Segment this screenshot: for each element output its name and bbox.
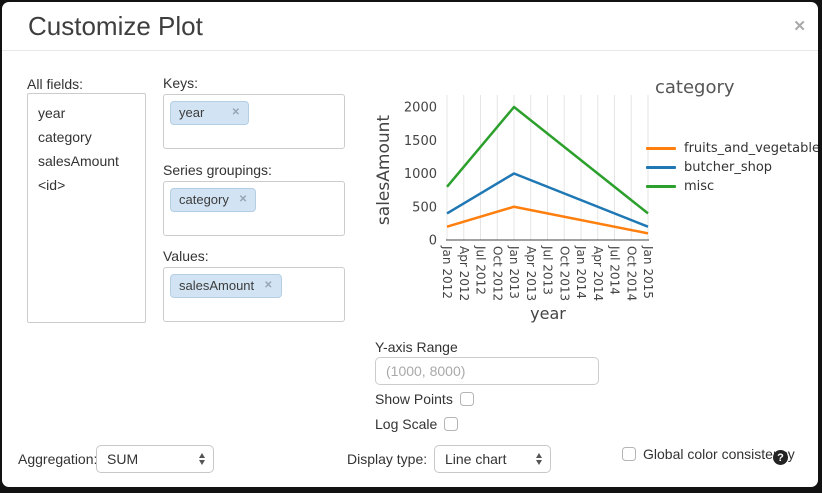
log-scale-checkbox[interactable] [444, 417, 459, 431]
svg-text:Jan 2015: Jan 2015 [641, 245, 655, 299]
legend-title: category [655, 77, 735, 98]
global-color-row: Global color consistency [622, 446, 795, 462]
aggregation-label: Aggregation: [18, 451, 98, 467]
field-pill[interactable]: category ✕ [170, 188, 257, 212]
svg-text:Oct 2012: Oct 2012 [490, 246, 504, 301]
remove-tag-icon[interactable]: ✕ [231, 107, 240, 118]
svg-text:Oct 2014: Oct 2014 [624, 246, 638, 301]
svg-text:1000: 1000 [404, 167, 437, 182]
display-type-value: Line chart [445, 451, 507, 467]
global-color-checkbox[interactable] [622, 447, 636, 461]
legend-label: butcher_shop [684, 160, 773, 175]
customize-plot-dialog: Customize Plot ✕ All fields: year categor… [2, 2, 818, 487]
svg-text:Apr 2014: Apr 2014 [591, 246, 605, 301]
field-list-item[interactable]: category [38, 129, 92, 145]
svg-text:salesAmount: salesAmount [374, 115, 394, 225]
remove-tag-icon[interactable]: ✕ [238, 194, 248, 205]
y-axis-range-input[interactable] [375, 357, 599, 385]
all-fields-label: All fields: [27, 76, 84, 92]
svg-text:Jan 2014: Jan 2014 [574, 245, 588, 299]
help-icon[interactable]: ? [773, 450, 788, 465]
field-pill-label: year [179, 105, 205, 120]
svg-text:Jul 2012: Jul 2012 [474, 245, 488, 295]
svg-text:year: year [530, 304, 566, 323]
show-points-row: Show Points [375, 391, 474, 407]
field-list-item[interactable]: salesAmount [38, 153, 119, 169]
series-groupings-dropbox[interactable]: category ✕ [163, 181, 345, 236]
svg-text:500: 500 [412, 200, 437, 215]
legend-entry[interactable]: fruits_and_vegetables [646, 139, 818, 158]
line-chart: 0 500 1000 1500 2000 Jan 2012 Apr 2012 Jul 2012… [374, 95, 655, 323]
y-axis-range-label: Y-axis Range [375, 339, 458, 355]
svg-text:2000: 2000 [404, 101, 437, 116]
series-groupings-label: Series groupings: [163, 162, 272, 178]
aggregation-value: SUM [107, 451, 139, 467]
display-type-label: Display type: [347, 451, 428, 467]
dialog-header: Customize Plot ✕ [2, 2, 818, 51]
keys-dropbox[interactable]: year ✕ [163, 94, 345, 149]
values-dropbox[interactable]: salesAmount ✕ [163, 267, 345, 322]
legend-entry[interactable]: misc [646, 177, 818, 196]
all-fields-list[interactable]: year category salesAmount <id> [27, 93, 146, 323]
svg-text:Oct 2013: Oct 2013 [557, 246, 571, 301]
log-scale-label: Log Scale [375, 416, 438, 432]
svg-text:0: 0 [429, 234, 437, 249]
stepper-icon [536, 453, 542, 465]
field-list-item[interactable]: year [38, 105, 66, 121]
global-color-label: Global color consistency [643, 446, 795, 462]
aggregation-select[interactable]: SUM [96, 445, 214, 473]
legend-swatch-icon [646, 166, 676, 169]
legend-swatch-icon [646, 185, 676, 188]
svg-text:Jul 2013: Jul 2013 [541, 245, 555, 295]
dialog-title: Customize Plot [28, 11, 203, 41]
svg-text:1500: 1500 [404, 134, 437, 149]
svg-text:Jan 2013: Jan 2013 [507, 245, 521, 299]
remove-tag-icon[interactable]: ✕ [264, 280, 273, 291]
legend-entry[interactable]: butcher_shop [646, 158, 818, 177]
legend-label: misc [684, 179, 715, 194]
svg-text:Apr 2013: Apr 2013 [524, 246, 538, 301]
field-pill[interactable]: salesAmount ✕ [170, 274, 282, 298]
legend-label: fruits_and_vegetables [684, 141, 818, 156]
legend-swatch-icon [646, 147, 676, 150]
values-label: Values: [163, 248, 209, 264]
svg-text:Apr 2012: Apr 2012 [457, 246, 471, 301]
close-icon[interactable]: ✕ [793, 18, 806, 35]
field-pill[interactable]: year ✕ [170, 101, 249, 125]
display-type-select[interactable]: Line chart [434, 445, 551, 473]
log-scale-row: Log Scale [375, 416, 459, 432]
show-points-checkbox[interactable] [459, 392, 474, 406]
svg-text:Jan 2012: Jan 2012 [440, 245, 454, 299]
field-pill-label: category [179, 192, 229, 207]
show-points-label: Show Points [375, 391, 453, 407]
field-pill-label: salesAmount [179, 278, 255, 293]
keys-label: Keys: [163, 75, 199, 91]
svg-text:Jul 2014: Jul 2014 [608, 245, 622, 295]
stepper-icon [199, 453, 205, 465]
field-list-item[interactable]: <id> [38, 177, 66, 193]
